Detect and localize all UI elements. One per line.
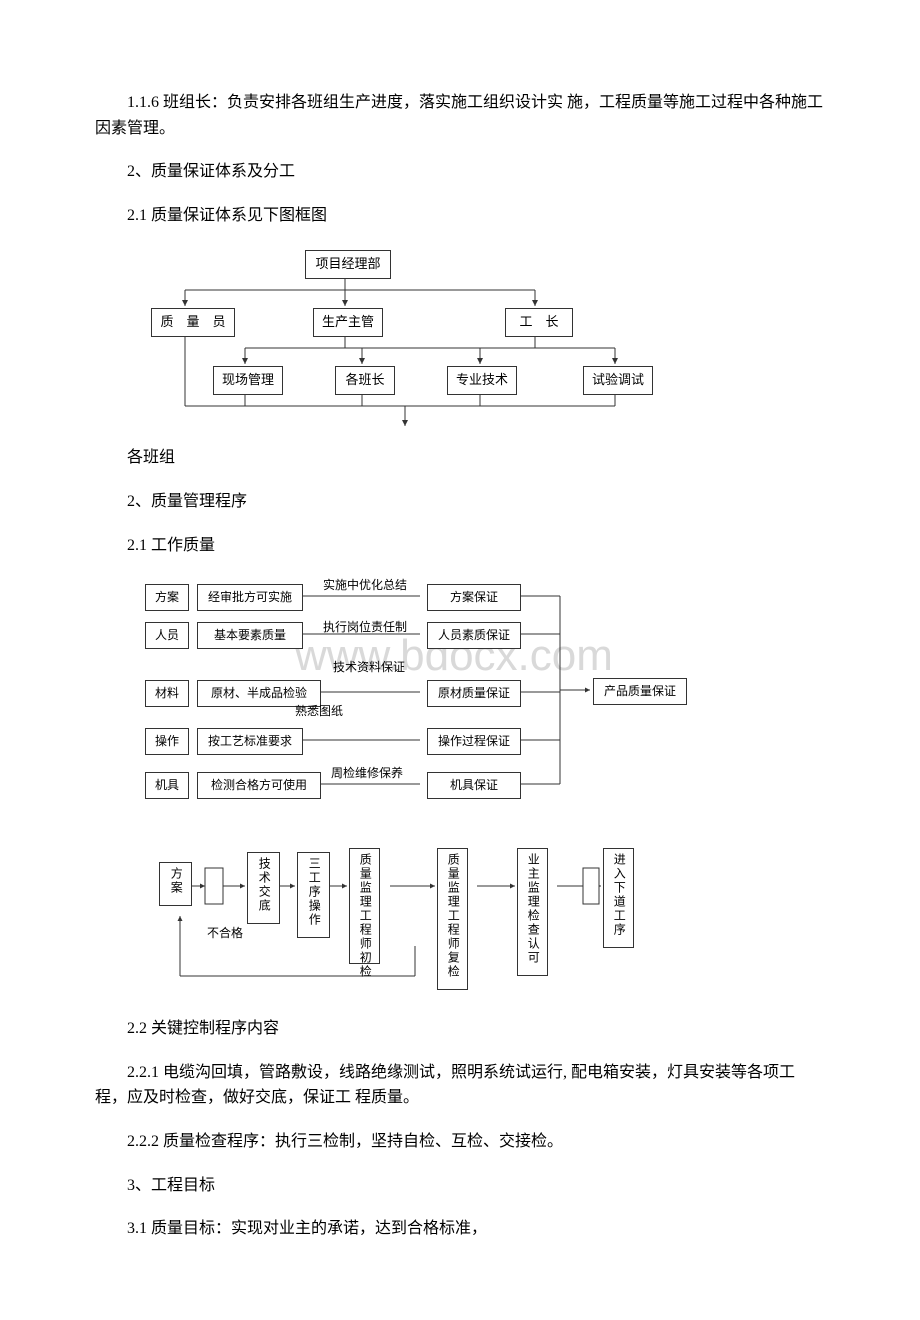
flow-fail: 不合格	[207, 924, 243, 943]
c2-r1: 经审批方可实施	[197, 584, 303, 611]
paragraph-2-2-2: 2.2.2 质量检查程序：执行三检制，坚持自检、互检、交接检。	[95, 1129, 825, 1155]
c2-r4: 按工艺标准要求	[197, 728, 303, 755]
c3-r4: 操作过程保证	[427, 728, 521, 755]
c3-r2: 人员素质保证	[427, 622, 521, 649]
c1-r2: 人员	[145, 622, 189, 649]
flow-b3: 三工序操作	[304, 857, 323, 927]
node-site-mgmt: 现场管理	[213, 366, 283, 395]
text-teams: 各班组	[95, 445, 825, 471]
node-prod-lead: 生产主管	[313, 308, 383, 337]
mid-3: 技术资料保证	[333, 658, 405, 677]
org-chart-diagram: 项目经理部 质 量 员 生产主管 工 长 现场管理 各班长 专业技术 试验调试	[145, 246, 665, 431]
c3-r5: 机具保证	[427, 772, 521, 799]
node-project-dept: 项目经理部	[305, 250, 391, 279]
c1-r5: 机具	[145, 772, 189, 799]
flow-b6: 业主监理检查认可	[523, 853, 542, 965]
quality-procedure-diagram: www.bdocx.com	[145, 576, 705, 1006]
paragraph-1-1-6: 1.1.6 班组长：负责安排各班组生产进度，落实施工组织设计实 施，工程质量等施…	[95, 90, 825, 141]
heading-2: 2、质量保证体系及分工	[95, 159, 825, 185]
product-quality: 产品质量保证	[593, 678, 687, 705]
flow-b1: 方案	[166, 867, 185, 895]
heading-3: 3、工程目标	[95, 1173, 825, 1199]
c3-r3: 原材质量保证	[427, 680, 521, 707]
flow-b4: 质量监理工程师初检	[355, 853, 374, 953]
heading-2b: 2、质量管理程序	[95, 489, 825, 515]
mid-5: 周检维修保养	[331, 764, 403, 783]
heading-2-1b: 2.1 工作质量	[95, 533, 825, 559]
document-page: 1.1.6 班组长：负责安排各班组生产进度，落实施工组织设计实 施，工程质量等施…	[0, 0, 920, 1320]
node-quality-staff: 质 量 员	[151, 308, 235, 337]
mid-1: 实施中优化总结	[323, 576, 407, 595]
c2-r2: 基本要素质量	[197, 622, 303, 649]
flow-b7: 进入下道工序	[609, 853, 628, 937]
c3-r1: 方案保证	[427, 584, 521, 611]
flow-b2: 技术交底	[254, 857, 273, 913]
c2-r5: 检测合格方可使用	[197, 772, 321, 799]
heading-2-1: 2.1 质量保证体系见下图框图	[95, 203, 825, 229]
node-team-leads: 各班长	[335, 366, 395, 395]
paragraph-3-1: 3.1 质量目标：实现对业主的承诺，达到合格标准，	[95, 1216, 825, 1242]
c1-r3: 材料	[145, 680, 189, 707]
node-test: 试验调试	[583, 366, 653, 395]
paragraph-2-2-1: 2.2.1 电缆沟回填，管路敷设，线路绝缘测试，照明系统试运行, 配电箱安装，灯…	[95, 1060, 825, 1111]
mid-2: 执行岗位责任制	[323, 618, 407, 637]
flow-b5: 质量监理工程师复检	[443, 853, 462, 979]
node-tech: 专业技术	[447, 366, 517, 395]
c1-r1: 方案	[145, 584, 189, 611]
heading-2-2: 2.2 关键控制程序内容	[95, 1016, 825, 1042]
node-foreman: 工 长	[505, 308, 573, 337]
c1-r4: 操作	[145, 728, 189, 755]
mid-4: 熟悉图纸	[295, 702, 343, 721]
